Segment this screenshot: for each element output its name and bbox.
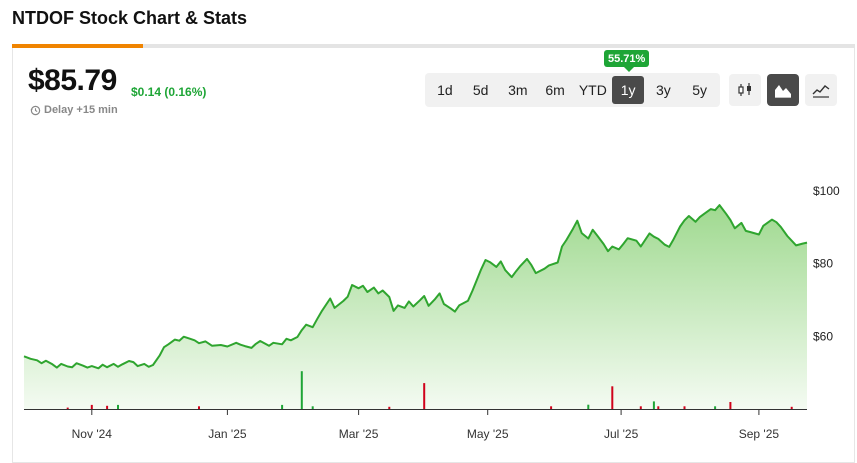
volume-bar — [198, 406, 200, 409]
delay-label: Delay +15 min — [44, 104, 118, 116]
candlestick-chart-button[interactable] — [729, 74, 761, 106]
range-1y-button[interactable]: 1y — [611, 76, 645, 104]
x-tick-label: Sep '25 — [739, 427, 780, 441]
mountain-chart-icon — [775, 85, 791, 98]
volume-bar — [714, 406, 717, 409]
time-range-selector: 1d 5d 3m 6m YTD 1y 3y 5y — [425, 73, 720, 107]
price-change: $0.14 (0.16%) — [131, 85, 207, 99]
volume-bar — [611, 386, 614, 409]
line-chart-icon — [812, 85, 830, 98]
volume-bar — [300, 371, 303, 409]
delay-notice: Delay +15 min — [30, 104, 118, 116]
volume-bar — [657, 406, 660, 409]
y-tick-label: $100 — [813, 184, 840, 198]
return-badge: 55.71% — [604, 50, 650, 67]
title-underline-accent — [12, 44, 143, 48]
return-badge-pointer — [624, 67, 634, 72]
clock-history-icon — [30, 105, 41, 115]
range-ytd-button[interactable]: YTD — [578, 82, 607, 98]
current-price: $85.79 — [28, 64, 117, 97]
volume-bar — [683, 406, 686, 409]
range-5y-button[interactable]: 5y — [692, 82, 707, 98]
volume-bar — [311, 406, 314, 409]
volume-bar — [729, 402, 732, 409]
volume-bar — [652, 401, 655, 409]
x-tick-label: May '25 — [467, 427, 509, 441]
volume-bar — [388, 406, 391, 409]
volume-bar — [790, 406, 793, 409]
y-tick-label: $60 — [813, 329, 833, 343]
x-tick-label: Mar '25 — [339, 427, 379, 441]
volume-bar — [66, 407, 69, 409]
range-3y-button[interactable]: 3y — [655, 82, 671, 98]
volume-bar — [639, 406, 642, 409]
range-3m-button[interactable]: 3m — [508, 82, 528, 98]
volume-bar — [423, 383, 426, 409]
range-5d-button[interactable]: 5d — [472, 82, 489, 98]
line-chart-button[interactable] — [805, 74, 837, 106]
x-tick-label: Nov '24 — [72, 427, 113, 441]
x-tick-label: Jan '25 — [208, 427, 247, 441]
mountain-chart-button[interactable] — [767, 74, 799, 106]
chart-type-selector — [729, 73, 837, 107]
volume-bar — [550, 406, 553, 409]
range-6m-button[interactable]: 6m — [545, 82, 565, 98]
volume-bar — [587, 404, 590, 409]
title-underline — [12, 44, 855, 48]
range-1d-button[interactable]: 1d — [437, 82, 453, 98]
candlestick-icon — [738, 83, 751, 96]
volume-bar — [281, 404, 284, 409]
x-tick-label: Jul '25 — [604, 427, 639, 441]
volume-bar — [117, 404, 119, 409]
volume-bar — [106, 405, 109, 409]
price-area — [24, 205, 807, 409]
price-line — [23, 204, 808, 370]
y-tick-label: $80 — [813, 257, 833, 271]
volume-bar — [90, 404, 93, 409]
page-title: NTDOF Stock Chart & Stats — [12, 8, 248, 28]
